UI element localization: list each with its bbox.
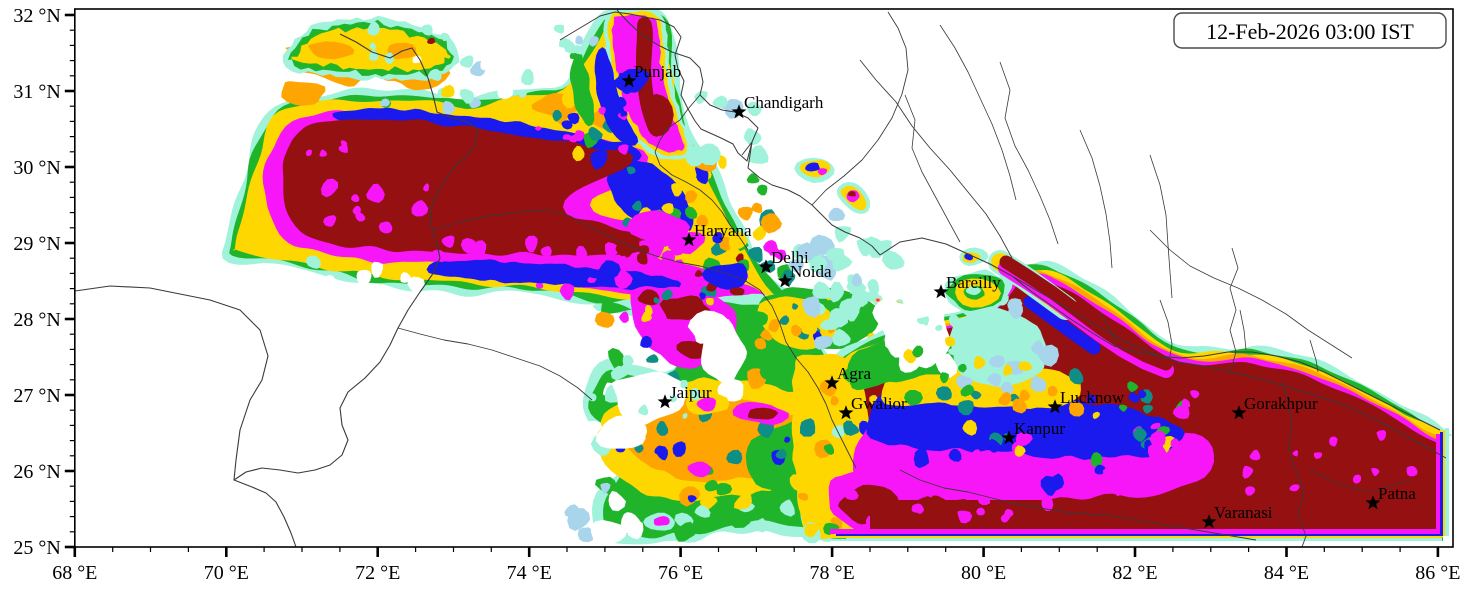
svg-text:Jaipur: Jaipur: [670, 383, 712, 402]
svg-text:74 °E: 74 °E: [507, 562, 552, 584]
svg-text:78 °E: 78 °E: [809, 562, 854, 584]
svg-text:Delhi: Delhi: [771, 248, 809, 267]
svg-text:12-Feb-2026 03:00 IST: 12-Feb-2026 03:00 IST: [1206, 19, 1414, 44]
svg-text:Punjab: Punjab: [634, 62, 681, 81]
svg-text:28 °N: 28 °N: [13, 309, 60, 331]
svg-text:Noida: Noida: [790, 262, 832, 281]
svg-text:Gwalior: Gwalior: [851, 394, 907, 413]
svg-text:Patna: Patna: [1378, 484, 1416, 503]
svg-text:Agra: Agra: [837, 364, 871, 383]
svg-text:25 °N: 25 °N: [13, 537, 60, 559]
svg-text:Gorakhpur: Gorakhpur: [1244, 394, 1318, 413]
svg-text:Haryana: Haryana: [694, 221, 752, 240]
svg-text:Chandigarh: Chandigarh: [744, 93, 824, 112]
svg-text:32 °N: 32 °N: [13, 5, 60, 27]
svg-text:29 °N: 29 °N: [13, 233, 60, 255]
svg-text:Kanpur: Kanpur: [1014, 419, 1065, 438]
svg-text:72 °E: 72 °E: [355, 562, 400, 584]
svg-text:27 °N: 27 °N: [13, 385, 60, 407]
svg-text:80 °E: 80 °E: [961, 562, 1006, 584]
svg-text:68 °E: 68 °E: [52, 562, 97, 584]
svg-text:Lucknow: Lucknow: [1060, 388, 1125, 407]
svg-text:31 °N: 31 °N: [13, 81, 60, 103]
svg-text:Varanasi: Varanasi: [1214, 503, 1273, 522]
svg-text:76 °E: 76 °E: [658, 562, 703, 584]
svg-text:82 °E: 82 °E: [1112, 562, 1157, 584]
svg-text:70 °E: 70 °E: [204, 562, 249, 584]
svg-text:26 °N: 26 °N: [13, 461, 60, 483]
svg-text:30 °N: 30 °N: [13, 157, 60, 179]
svg-text:Bareilly: Bareilly: [946, 273, 1001, 292]
svg-text:86 °E: 86 °E: [1415, 562, 1460, 584]
svg-text:84 °E: 84 °E: [1264, 562, 1309, 584]
